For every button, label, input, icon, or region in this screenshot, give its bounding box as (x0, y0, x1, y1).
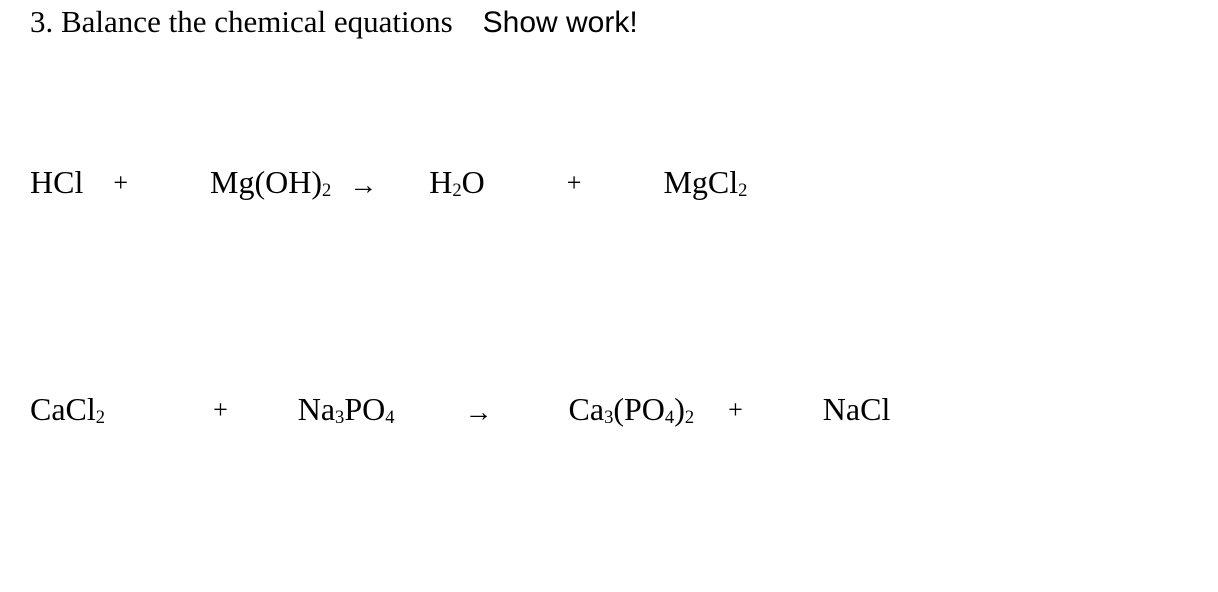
plus-sign: + (213, 395, 228, 425)
eq2-term-1-sub: 2 (96, 407, 105, 428)
eq1-term-1-text: HCl (30, 164, 83, 200)
equation-1: HCl + Mg(OH)2 → H2O + MgCl2 (30, 164, 1188, 201)
arrow-icon: → (349, 169, 377, 201)
eq1-term-3-text: H (429, 164, 452, 200)
eq2-term-3-text: Ca (569, 391, 605, 427)
eq2-term-2-sub: 3 (335, 407, 344, 428)
equation-2: CaCl2 + Na3PO4 → Ca3(PO4)2 + NaCl (30, 391, 1188, 428)
eq2-term-4-text: NaCl (823, 391, 891, 427)
eq2-term-4: NaCl (823, 391, 891, 428)
eq2-term-1: CaCl2 (30, 391, 105, 428)
header-line: 3. Balance the chemical equations Show w… (30, 4, 1188, 40)
plus-sign: + (728, 395, 743, 425)
show-work-note: Show work! (483, 6, 638, 40)
eq1-term-3-tail: O (462, 164, 485, 200)
eq1-term-2-text: Mg(OH) (210, 164, 322, 200)
eq1-term-2-sub: 2 (322, 180, 331, 201)
eq2-term-2: Na3PO4 (298, 391, 395, 428)
eq1-term-3: H2O (429, 164, 485, 201)
eq2-term-3-close: ) (674, 391, 685, 427)
plus-sign: + (113, 168, 128, 198)
eq2-term-3-tailsub: 4 (665, 407, 674, 428)
eq2-term-2-tail: PO (344, 391, 385, 427)
eq1-term-3-sub: 2 (452, 180, 461, 201)
eq1-term-2: Mg(OH)2 (210, 164, 331, 201)
eq2-term-3-tail: (PO (613, 391, 665, 427)
arrow-icon: → (465, 396, 493, 428)
eq1-term-4-sub: 2 (738, 180, 747, 201)
question-title: 3. Balance the chemical equations (30, 4, 453, 40)
eq2-term-3: Ca3(PO4)2 (569, 391, 695, 428)
eq2-term-3-closesub: 2 (685, 407, 694, 428)
eq1-term-1: HCl (30, 164, 83, 201)
eq2-term-3-sub: 3 (604, 407, 613, 428)
eq2-term-1-text: CaCl (30, 391, 96, 427)
plus-sign: + (567, 168, 582, 198)
eq1-term-4-text: MgCl (663, 164, 738, 200)
eq2-term-2-text: Na (298, 391, 335, 427)
worksheet-page: 3. Balance the chemical equations Show w… (0, 0, 1218, 592)
eq1-term-4: MgCl2 (663, 164, 747, 201)
eq2-term-2-tailsub: 4 (385, 407, 394, 428)
